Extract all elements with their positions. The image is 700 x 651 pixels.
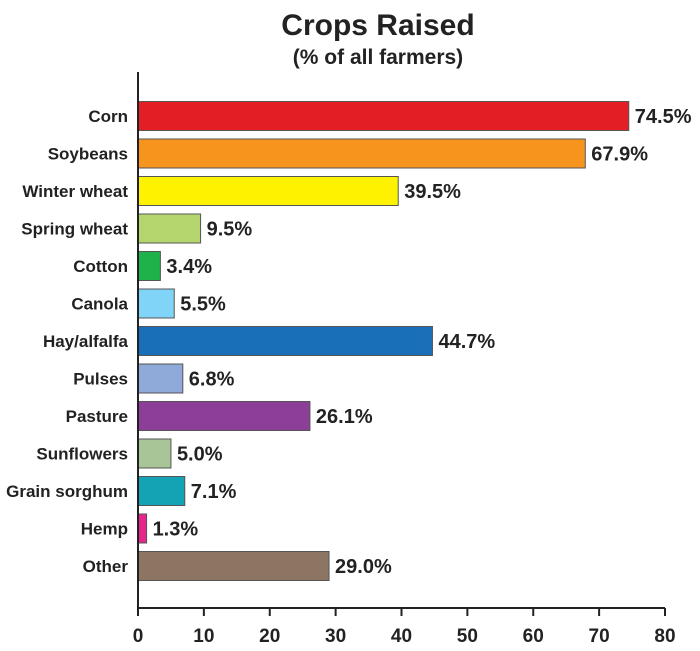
bar-soybeans — [137, 138, 586, 169]
category-label-canola: Canola — [71, 295, 128, 314]
x-tick-label: 60 — [523, 626, 544, 647]
bar-pasture — [137, 401, 311, 431]
category-label-hemp: Hemp — [81, 520, 128, 539]
x-tick-label: 20 — [259, 626, 280, 647]
value-label-spring-wheat: 9.5% — [207, 219, 253, 241]
x-tick-label: 80 — [654, 626, 675, 647]
value-label-winter-wheat: 39.5% — [404, 181, 461, 203]
x-tick-label: 30 — [325, 626, 346, 647]
chart-title: Crops Raised — [281, 9, 474, 42]
bar-grain-sorghum — [137, 476, 186, 506]
bar-other — [137, 551, 330, 581]
x-tick-label: 0 — [133, 626, 144, 647]
bar-pulses — [137, 363, 184, 394]
bar-hay-alfalfa — [137, 326, 433, 356]
value-label-pasture: 26.1% — [316, 406, 373, 428]
category-label-pulses: Pulses — [73, 370, 128, 389]
bar-sunflowers — [137, 438, 172, 469]
category-label-hay-alfalfa: Hay/alfalfa — [43, 332, 129, 351]
value-label-pulses: 6.8% — [189, 369, 235, 391]
bar-cotton — [137, 251, 161, 281]
category-label-corn: Corn — [88, 107, 128, 126]
value-label-other: 29.0% — [335, 556, 392, 578]
category-label-soybeans: Soybeans — [48, 145, 128, 164]
category-label-pasture: Pasture — [66, 407, 128, 426]
bars-group: Corn 74.5% Soybeans 67.9% Winter wheat 39.5% S… — [6, 101, 692, 581]
category-label-spring-wheat: Spring wheat — [21, 220, 128, 239]
value-label-cotton: 3.4% — [166, 256, 212, 278]
bar-winter-wheat — [137, 176, 399, 206]
x-tick-label: 70 — [589, 626, 610, 647]
bar-hemp — [137, 513, 148, 544]
value-label-sunflowers: 5.0% — [177, 444, 223, 466]
value-label-grain-sorghum: 7.1% — [191, 481, 237, 503]
x-axis: 0 10 20 30 40 50 60 70 80 — [133, 72, 676, 647]
value-label-corn: 74.5% — [635, 106, 692, 128]
x-tick-label: 10 — [193, 626, 214, 647]
category-label-cotton: Cotton — [73, 257, 128, 276]
category-label-sunflowers: Sunflowers — [36, 445, 128, 464]
category-label-grain-sorghum: Grain sorghum — [6, 482, 128, 501]
value-label-soybeans: 67.9% — [591, 144, 648, 166]
x-tick-label: 40 — [391, 626, 412, 647]
bar-corn — [137, 101, 630, 131]
value-label-canola: 5.5% — [180, 294, 226, 316]
x-tick-label: 50 — [457, 626, 478, 647]
value-label-hemp: 1.3% — [153, 519, 199, 541]
category-label-other: Other — [83, 557, 129, 576]
value-label-hay-alfalfa: 44.7% — [438, 331, 495, 353]
category-label-winter-wheat: Winter wheat — [22, 182, 128, 201]
bar-canola — [137, 288, 175, 319]
chart-subtitle: (% of all farmers) — [293, 46, 463, 69]
bar-spring-wheat — [137, 213, 202, 244]
